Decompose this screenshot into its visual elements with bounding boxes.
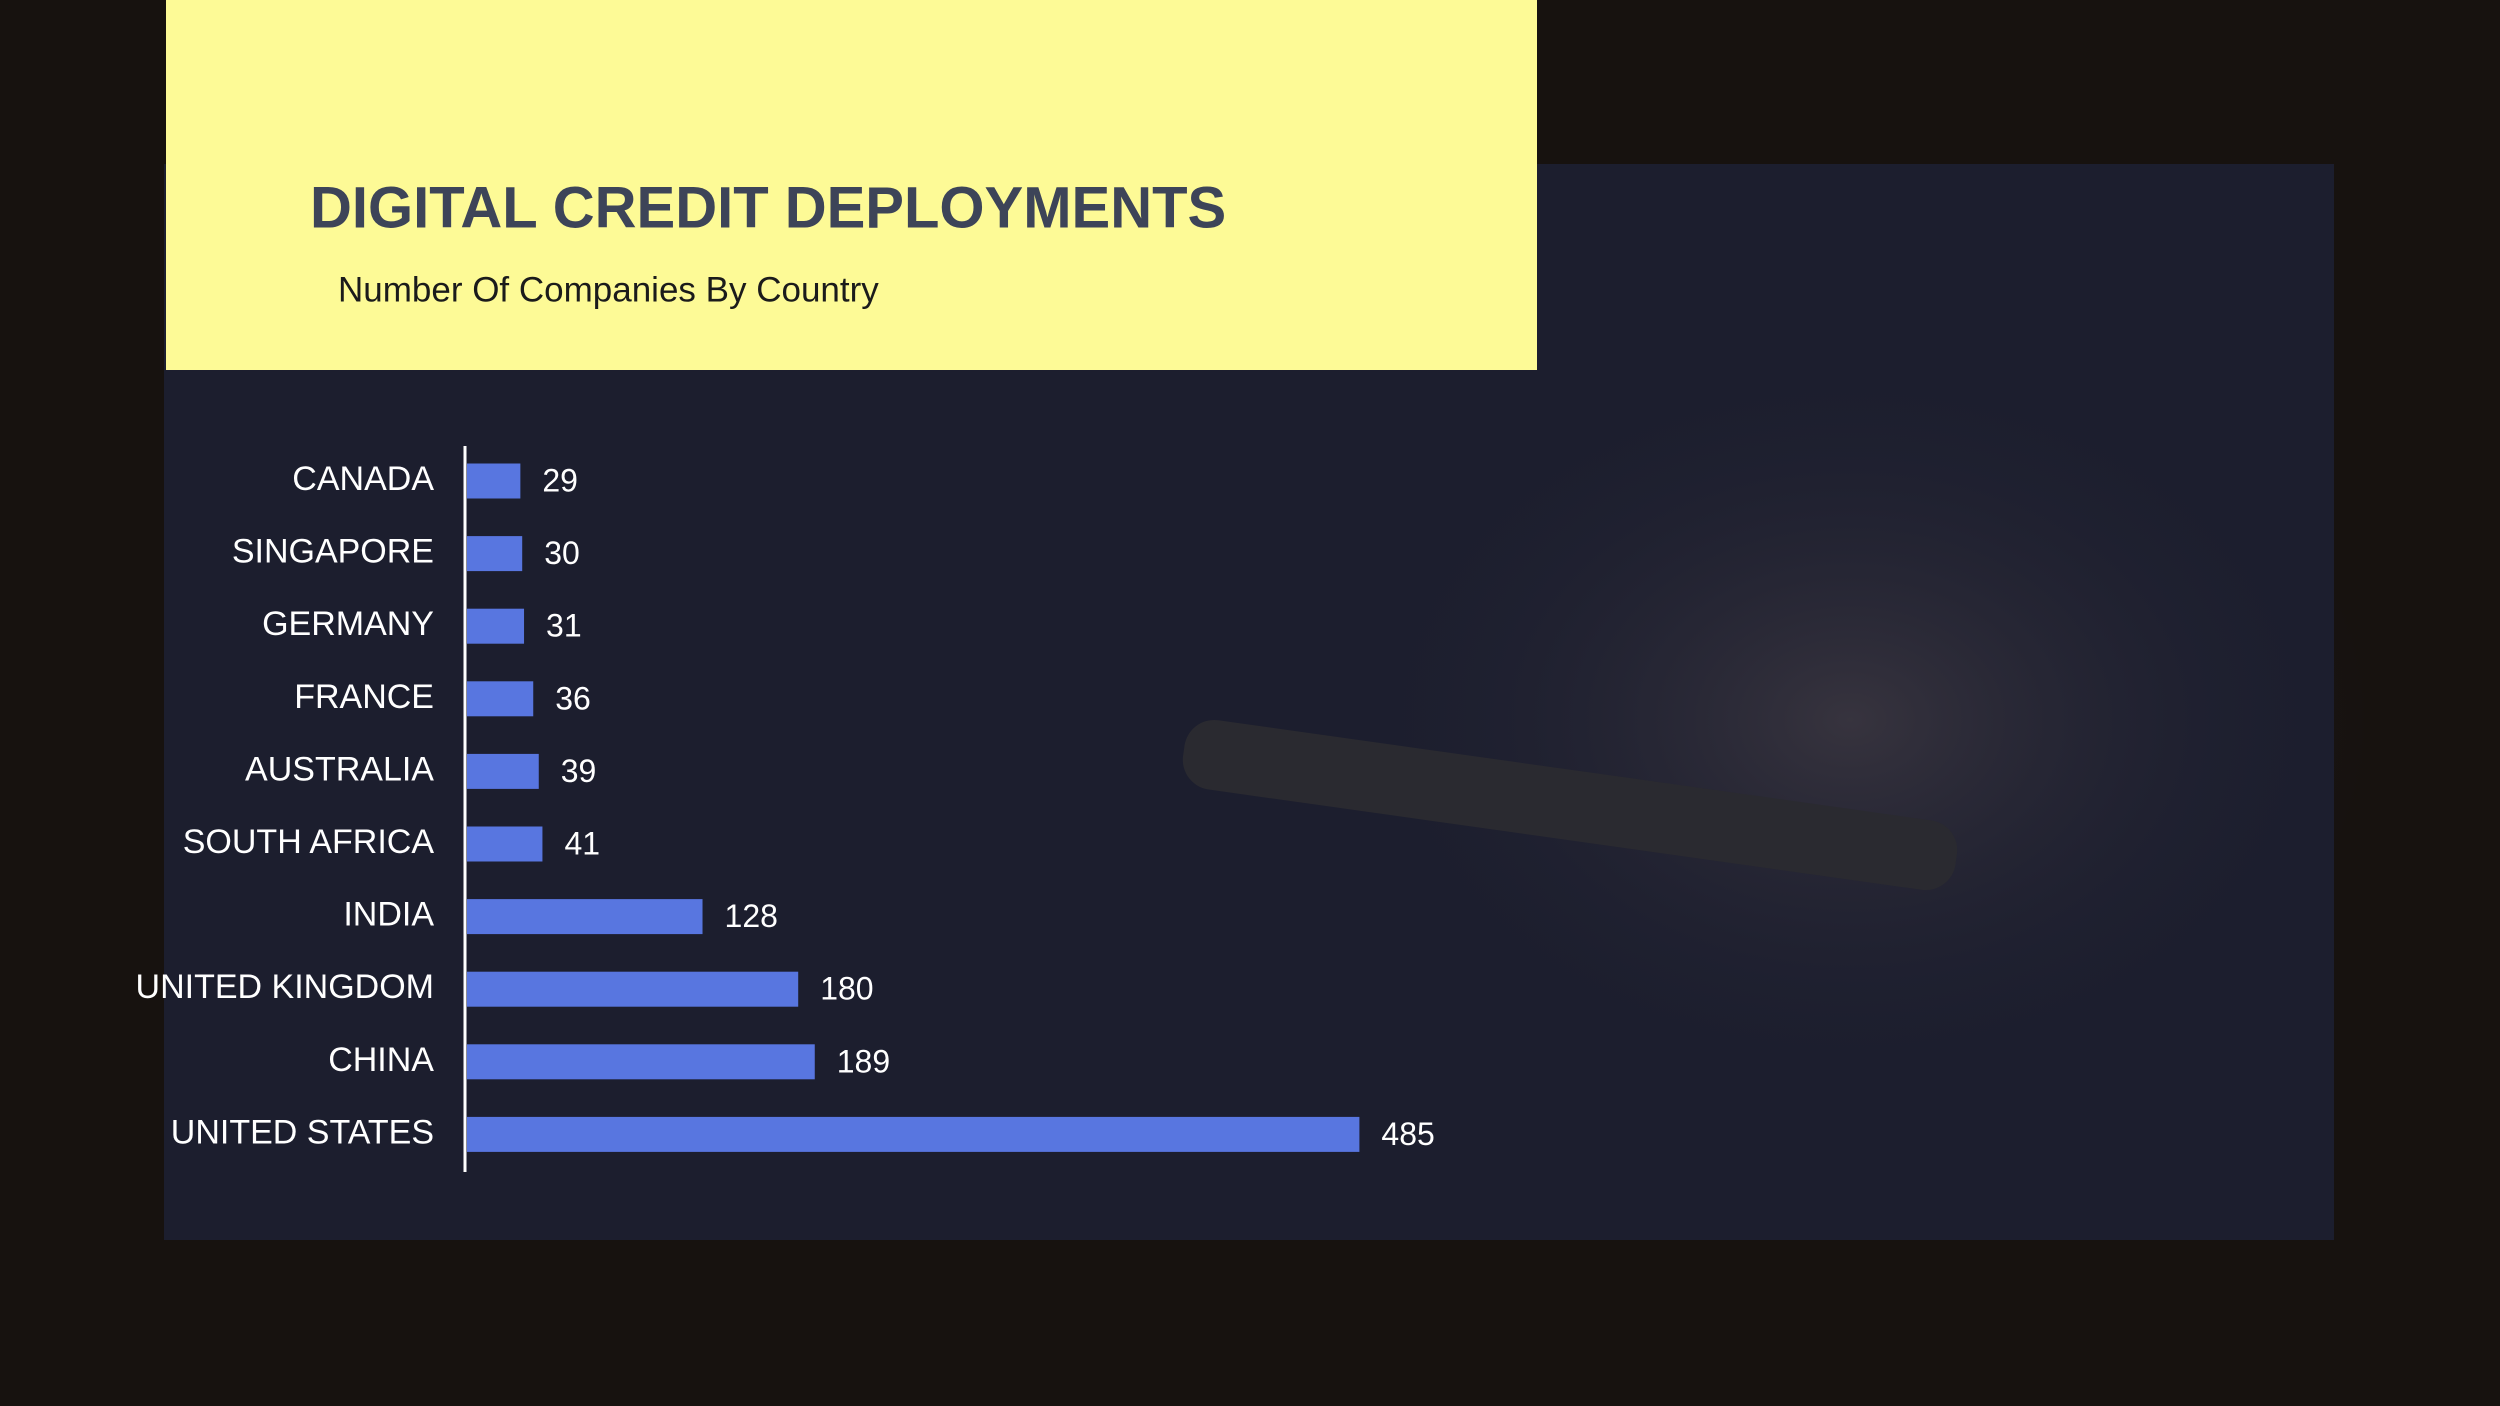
bar — [467, 753, 539, 789]
category-label: SINGAPORE — [232, 533, 434, 571]
value-label: 30 — [544, 535, 580, 571]
chart-subtitle: Number Of Companies By Country — [338, 270, 879, 309]
phone-shape — [1182, 719, 1958, 891]
category-label: GERMANY — [262, 605, 434, 643]
category-label: FRANCE — [294, 678, 434, 716]
category-label: UNITED KINGDOM — [136, 968, 434, 1006]
category-label: INDIA — [343, 896, 434, 934]
category-label: AUSTRALIA — [245, 750, 434, 788]
bar — [467, 971, 799, 1007]
value-label: 31 — [546, 608, 582, 644]
category-label: UNITED STATES — [171, 1113, 434, 1151]
bar — [467, 826, 543, 862]
bar — [467, 463, 521, 499]
category-label: CHINA — [328, 1041, 434, 1079]
bar — [467, 536, 523, 572]
bar — [467, 681, 534, 717]
value-label: 41 — [564, 825, 600, 861]
bar — [467, 1044, 815, 1080]
chart-title: DIGITAL CREDIT DEPLOYMENTS — [310, 175, 1226, 240]
bar — [467, 899, 703, 935]
value-label: 485 — [1381, 1116, 1434, 1152]
value-label: 128 — [725, 898, 778, 934]
category-label: CANADA — [292, 460, 434, 498]
bar — [467, 1116, 1360, 1152]
value-label: 189 — [837, 1043, 890, 1079]
value-label: 39 — [561, 753, 597, 789]
photo-backdrop — [1330, 340, 2370, 1100]
value-label: 36 — [555, 680, 591, 716]
title-box — [166, 0, 1537, 370]
value-label: 29 — [542, 462, 578, 498]
value-label: 180 — [820, 971, 873, 1007]
bar — [467, 608, 525, 644]
category-label: SOUTH AFRICA — [183, 823, 435, 861]
